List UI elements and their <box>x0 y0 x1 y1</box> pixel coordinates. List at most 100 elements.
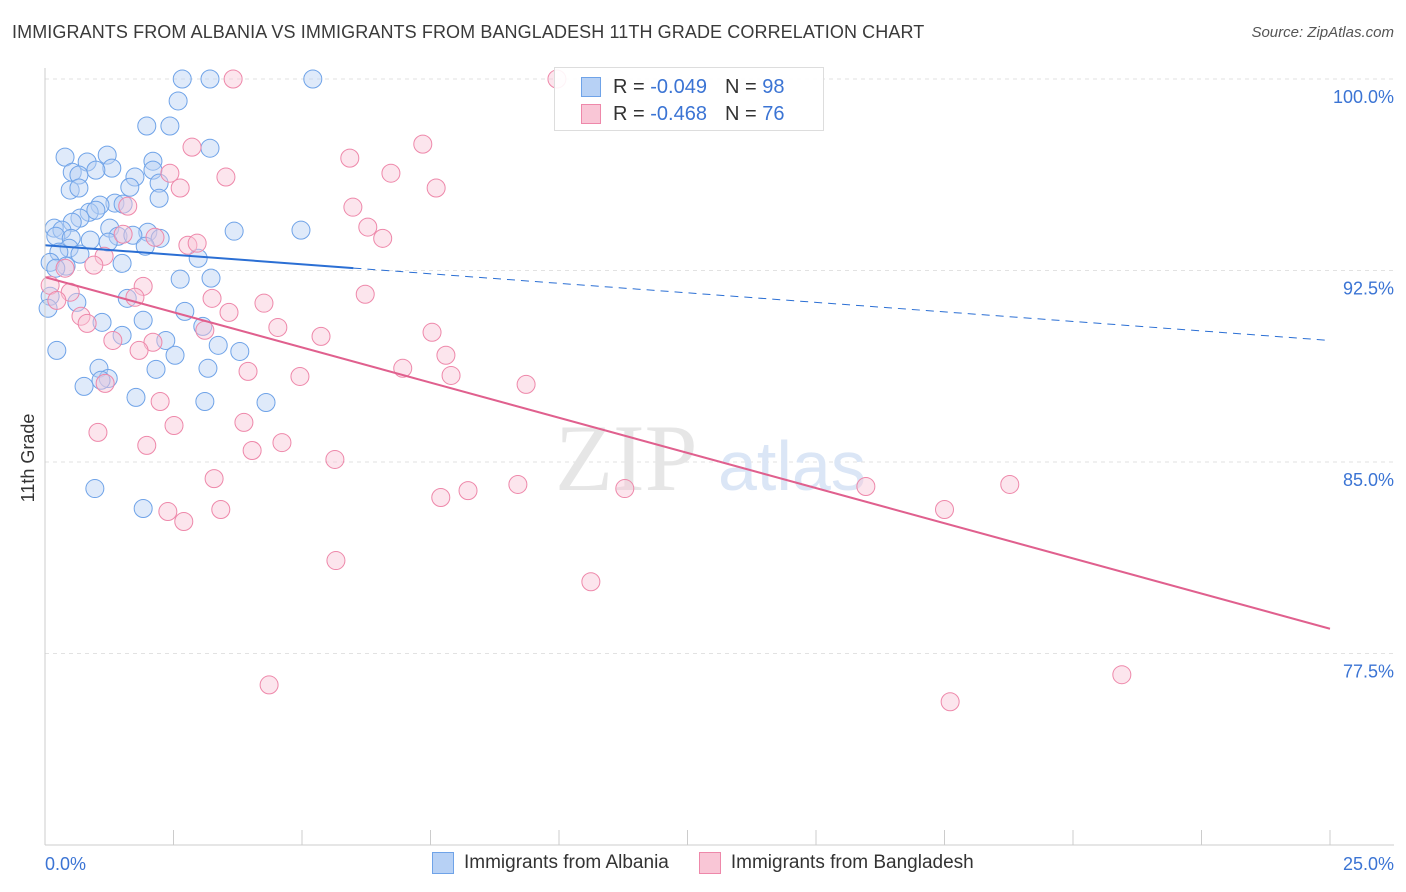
bangladesh-point <box>340 148 360 168</box>
bangladesh-point <box>195 320 215 340</box>
n-label: N = <box>724 75 757 98</box>
albania-point <box>198 358 218 378</box>
bangladesh-point <box>88 422 108 442</box>
albania-point <box>200 138 220 158</box>
bangladesh-point <box>325 449 345 469</box>
bangladesh-point <box>242 441 262 461</box>
bangladesh-point <box>1000 474 1020 494</box>
bangladesh-point <box>133 276 153 296</box>
albania-point <box>74 376 94 396</box>
bangladesh-point <box>413 134 433 154</box>
bangladesh-point <box>125 287 145 307</box>
albania-trend-line <box>44 244 354 270</box>
albania-point <box>200 69 220 89</box>
r-value: -0.468 <box>650 102 707 125</box>
albania-point <box>40 252 60 272</box>
bangladesh-swatch <box>698 852 721 874</box>
albania-point <box>170 269 190 289</box>
albania-point <box>160 116 180 136</box>
albania-point <box>149 173 169 193</box>
bangladesh-point <box>856 477 876 497</box>
bangladesh-point <box>211 499 231 519</box>
bangladesh-point <box>234 412 254 432</box>
albania-point <box>201 268 221 288</box>
bangladesh-point <box>355 284 375 304</box>
source-label: Source: ZipAtlas.com <box>1251 24 1394 41</box>
bangladesh-point <box>204 469 224 489</box>
albania-point <box>117 288 137 308</box>
bangladesh-point <box>373 228 393 248</box>
bangladesh-point <box>143 332 163 352</box>
legend-item-bangladesh[interactable]: Immigrants from Bangladesh <box>698 852 974 874</box>
bangladesh-point <box>113 224 133 244</box>
albania-point <box>123 225 143 245</box>
legend-item-albania[interactable]: Immigrants from Albania <box>432 852 669 874</box>
r-label: R = <box>613 75 645 98</box>
bangladesh-point <box>160 163 180 183</box>
bangladesh-point <box>103 330 123 350</box>
albania-point <box>112 253 132 273</box>
bangladesh-point <box>77 313 97 333</box>
bangladesh-point <box>238 361 258 381</box>
bangladesh-point <box>55 258 75 278</box>
bangladesh-point <box>441 365 461 385</box>
albania-point <box>92 312 112 332</box>
albania-point <box>47 340 67 360</box>
albania-point <box>208 335 228 355</box>
albania-point <box>102 158 122 178</box>
stats-legend: R = -0.049 N = 98 R = -0.468 N = 76 <box>554 67 824 131</box>
axes: 100.0% 92.5% 85.0% 77.5% <box>44 68 1394 846</box>
n-value: 98 <box>762 75 785 98</box>
bangladesh-point <box>254 293 274 313</box>
bangladesh-point <box>164 415 184 435</box>
bangladesh-point <box>326 551 346 571</box>
albania-point <box>133 310 153 330</box>
albania-point <box>69 178 89 198</box>
albania-point <box>125 167 145 187</box>
bangladesh-point <box>436 345 456 365</box>
bangladesh-trend-line <box>44 276 1331 630</box>
bangladesh-point <box>381 163 401 183</box>
y-tick-label: 92.5% <box>1343 279 1394 299</box>
bangladesh-point <box>431 487 451 507</box>
bangladesh-point <box>426 178 446 198</box>
points <box>38 69 1132 712</box>
legend-row-albania: R = -0.049 N = 98 <box>581 74 784 100</box>
albania-point <box>230 341 250 361</box>
albania-point <box>126 387 146 407</box>
x-tick-label-max: 25.0% <box>1343 854 1394 874</box>
y-axis-label: 11th Grade <box>18 414 38 503</box>
albania-point <box>86 200 106 220</box>
bangladesh-point <box>202 288 222 308</box>
albania-point <box>85 479 105 499</box>
legend-row-bangladesh: R = -0.468 N = 76 <box>581 101 784 127</box>
bangladesh-point <box>935 499 954 519</box>
y-tick-label: 77.5% <box>1343 662 1394 682</box>
bangladesh-point <box>422 322 442 342</box>
y-tick-label: 85.0% <box>1343 470 1394 490</box>
bangladesh-point <box>615 479 635 499</box>
bangladesh-point <box>84 255 104 275</box>
trend-lines <box>44 244 1331 630</box>
bangladesh-point <box>508 474 528 494</box>
bangladesh-point <box>137 435 157 455</box>
bangladesh-point <box>170 178 190 198</box>
bangladesh-point <box>1112 665 1132 685</box>
albania-point <box>303 69 323 89</box>
albania-point <box>224 221 244 241</box>
legend-label: Immigrants from Albania <box>464 852 669 873</box>
x-tick-label-min: 0.0% <box>45 854 86 874</box>
n-label: N = <box>724 102 757 125</box>
albania-point <box>70 244 90 264</box>
bangladesh-point <box>268 317 288 337</box>
albania-point <box>112 325 132 345</box>
bangladesh-point <box>581 572 601 592</box>
albania-point <box>79 202 99 222</box>
bangladesh-point <box>150 391 170 411</box>
bangladesh-point <box>145 227 165 247</box>
bangladesh-point <box>118 196 138 216</box>
albania-point <box>86 160 106 180</box>
legend-label: Immigrants from Bangladesh <box>730 852 974 873</box>
albania-point <box>256 393 276 413</box>
